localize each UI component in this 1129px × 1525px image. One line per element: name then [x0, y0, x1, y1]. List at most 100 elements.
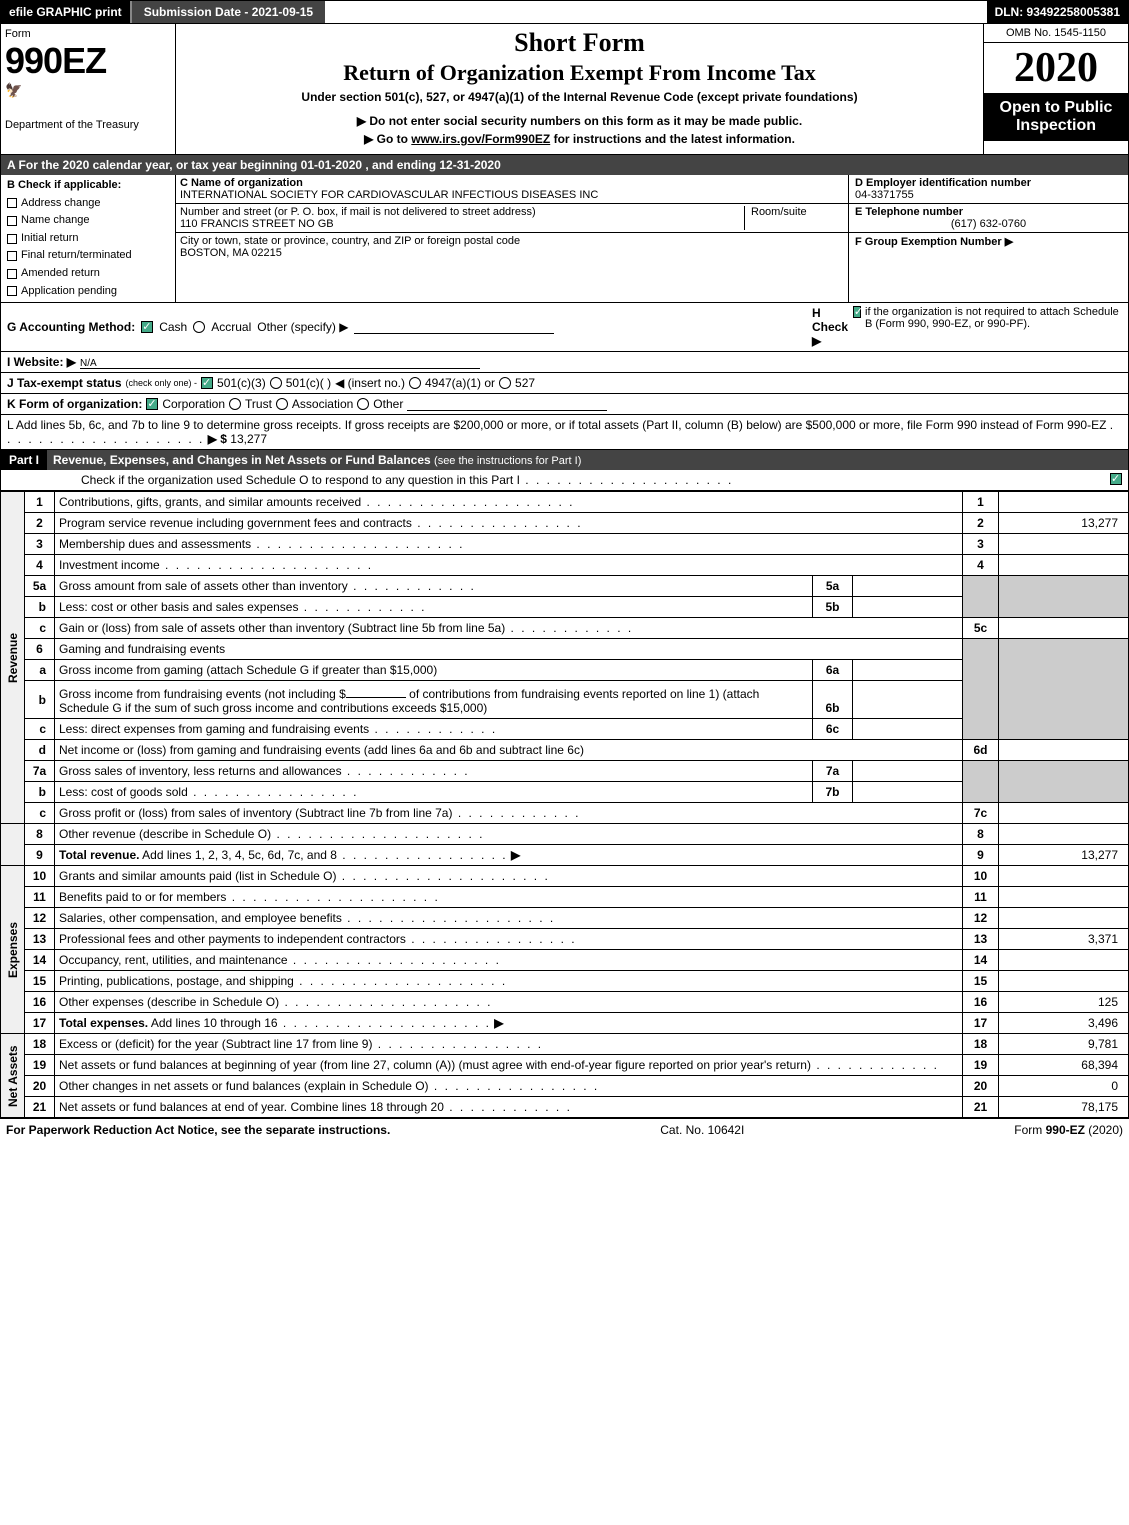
- row-box: 14: [963, 950, 999, 971]
- initial-return-label: Initial return: [21, 230, 78, 248]
- row-box: 18: [963, 1034, 999, 1055]
- row-desc: Benefits paid to or for members: [55, 887, 963, 908]
- final-return-row: Final return/terminated: [7, 247, 169, 265]
- 527-checkbox[interactable]: [499, 377, 511, 389]
- 501c-checkbox[interactable]: [270, 377, 282, 389]
- row-desc: Printing, publications, postage, and shi…: [55, 971, 963, 992]
- initial-return-checkbox[interactable]: [7, 234, 17, 244]
- accrual-checkbox[interactable]: [193, 321, 205, 333]
- other-org-checkbox[interactable]: [357, 398, 369, 410]
- row-num: 21: [25, 1097, 55, 1118]
- row-desc: Professional fees and other payments to …: [55, 929, 963, 950]
- row-num: 4: [25, 555, 55, 576]
- amended-row: Amended return: [7, 265, 169, 283]
- net-assets-label: Net Assets: [1, 1034, 25, 1118]
- expenses-label: Expenses: [1, 866, 25, 1034]
- table-row: 14 Occupancy, rent, utilities, and maint…: [1, 950, 1129, 971]
- table-row: Expenses 10 Grants and similar amounts p…: [1, 866, 1129, 887]
- row-desc: Net assets or fund balances at beginning…: [55, 1055, 963, 1076]
- part-1-title: Revenue, Expenses, and Changes in Net As…: [53, 453, 431, 467]
- row-box: 20: [963, 1076, 999, 1097]
- section-b: B Check if applicable: Address change Na…: [1, 175, 176, 302]
- 501c-label: 501(c)( ): [286, 376, 331, 390]
- row-desc: Less: cost of goods sold: [55, 782, 813, 803]
- mid-amt: [853, 576, 963, 597]
- row-num: 14: [25, 950, 55, 971]
- other-specify-input[interactable]: [354, 320, 554, 334]
- table-row: 21 Net assets or fund balances at end of…: [1, 1097, 1129, 1118]
- 501c3-label: 501(c)(3): [217, 376, 266, 390]
- tax-year: 2020: [984, 43, 1128, 93]
- row-desc: Contributions, gifts, grants, and simila…: [55, 492, 963, 513]
- row-num: 12: [25, 908, 55, 929]
- row-desc: Other revenue (describe in Schedule O): [55, 824, 963, 845]
- 501c3-checkbox[interactable]: [201, 377, 213, 389]
- room-label: Room/suite: [751, 206, 807, 218]
- corp-checkbox[interactable]: [146, 398, 158, 410]
- shade-cell: [963, 639, 999, 740]
- table-row: a Gross income from gaming (attach Sched…: [1, 660, 1129, 681]
- short-form-title: Short Form: [186, 28, 973, 58]
- org-info-grid: B Check if applicable: Address change Na…: [0, 175, 1129, 303]
- pending-row: Application pending: [7, 283, 169, 301]
- name-change-label: Name change: [21, 212, 90, 230]
- contrib-input[interactable]: [346, 684, 406, 698]
- row-amt: [999, 824, 1129, 845]
- row-desc: Gross amount from sale of assets other t…: [55, 576, 813, 597]
- row-desc: Membership dues and assessments: [55, 534, 963, 555]
- row-num: 9: [25, 845, 55, 866]
- line-h-checkbox[interactable]: [853, 306, 861, 318]
- table-row: 13 Professional fees and other payments …: [1, 929, 1129, 950]
- 4947-checkbox[interactable]: [409, 377, 421, 389]
- row-amt: [999, 866, 1129, 887]
- initial-return-row: Initial return: [7, 230, 169, 248]
- row-box: 16: [963, 992, 999, 1013]
- final-return-checkbox[interactable]: [7, 251, 17, 261]
- row-num: 5a: [25, 576, 55, 597]
- amended-checkbox[interactable]: [7, 269, 17, 279]
- row-desc: Other expenses (describe in Schedule O): [55, 992, 963, 1013]
- section-e-label: E Telephone number: [855, 206, 963, 218]
- addr-change-row: Address change: [7, 195, 169, 213]
- org-name-row: C Name of organization INTERNATIONAL SOC…: [176, 175, 848, 204]
- addr-change-checkbox[interactable]: [7, 198, 17, 208]
- table-row: 8 Other revenue (describe in Schedule O)…: [1, 824, 1129, 845]
- mid-amt: [853, 597, 963, 618]
- part-1-tag: Part I: [1, 450, 47, 470]
- row-num: 6: [25, 639, 55, 660]
- row-box: 8: [963, 824, 999, 845]
- revenue-label: Revenue: [1, 492, 25, 824]
- schedule-o-checkbox[interactable]: [1110, 473, 1122, 485]
- trust-checkbox[interactable]: [229, 398, 241, 410]
- line-l: L Add lines 5b, 6c, and 7b to line 9 to …: [0, 415, 1129, 450]
- form-header: Form 990EZ 🦅 Department of the Treasury …: [0, 24, 1129, 155]
- table-row: 11 Benefits paid to or for members 11: [1, 887, 1129, 908]
- line-j-label: J Tax-exempt status: [7, 376, 122, 390]
- shade-cell: [999, 576, 1129, 618]
- assoc-checkbox[interactable]: [276, 398, 288, 410]
- row-amt: [999, 887, 1129, 908]
- trust-label: Trust: [245, 397, 272, 411]
- open-public-badge: Open to Public Inspection: [984, 93, 1128, 141]
- section-c-label: C Name of organization: [180, 177, 303, 189]
- row-num: c: [25, 803, 55, 824]
- other-org-input[interactable]: [407, 397, 607, 411]
- name-change-checkbox[interactable]: [7, 216, 17, 226]
- pending-checkbox[interactable]: [7, 286, 17, 296]
- dots: [520, 473, 733, 487]
- cash-checkbox[interactable]: [141, 321, 153, 333]
- mid-amt: [853, 719, 963, 740]
- line-l-text: L Add lines 5b, 6c, and 7b to line 9 to …: [7, 418, 1106, 432]
- irs-link[interactable]: www.irs.gov/Form990EZ: [411, 132, 550, 146]
- website-input[interactable]: N/A: [80, 355, 480, 369]
- row-num: 13: [25, 929, 55, 950]
- dln-label: DLN: 93492258005381: [987, 1, 1128, 23]
- efile-label[interactable]: efile GRAPHIC print: [1, 1, 130, 23]
- table-row: c Less: direct expenses from gaming and …: [1, 719, 1129, 740]
- row-desc: Excess or (deficit) for the year (Subtra…: [55, 1034, 963, 1055]
- row-amt: 13,277: [999, 845, 1129, 866]
- street-row: Number and street (or P. O. box, if mail…: [176, 204, 848, 233]
- row-desc: Salaries, other compensation, and employ…: [55, 908, 963, 929]
- row-desc: Net income or (loss) from gaming and fun…: [55, 740, 963, 761]
- table-row: b Gross income from fundraising events (…: [1, 681, 1129, 719]
